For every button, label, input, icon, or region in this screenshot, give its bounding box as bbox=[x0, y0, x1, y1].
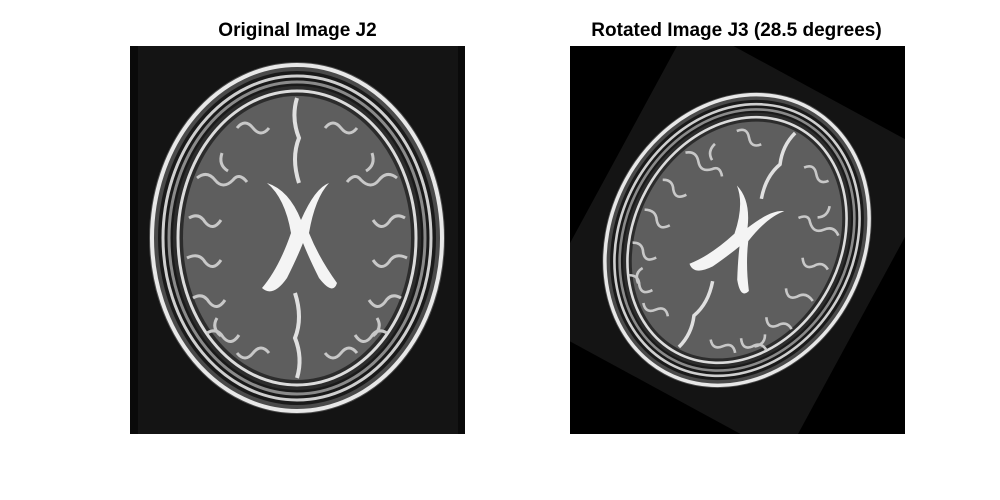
mri-original-image bbox=[130, 46, 465, 434]
axes-original-image bbox=[130, 46, 465, 434]
panel-title-original: Original Image J2 bbox=[218, 20, 377, 41]
mri-rotated-image bbox=[570, 46, 905, 434]
axes-rotated-image bbox=[570, 46, 905, 434]
panel-title-rotated: Rotated Image J3 (28.5 degrees) bbox=[591, 20, 882, 41]
